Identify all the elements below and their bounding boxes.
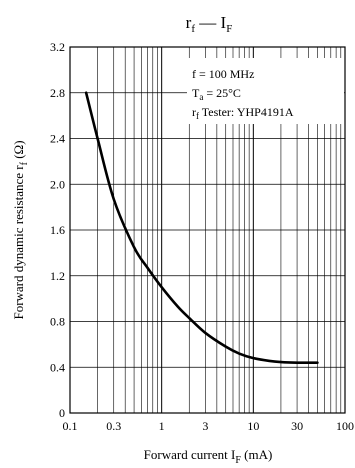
- annotation-line-2: Ta = 25°C: [192, 86, 241, 102]
- x-tick-label: 30: [291, 419, 303, 433]
- annotation-line-3: rf Tester: YHP4191A: [192, 105, 294, 121]
- title-main-subscript: f: [191, 23, 195, 35]
- x-tick-label: 0.3: [106, 419, 121, 433]
- y-tick-label: 1.2: [50, 269, 65, 283]
- x-tick-label: 1: [159, 419, 165, 433]
- y-tick-label: 0.4: [50, 360, 65, 374]
- annotation-line-1: f = 100 MHz: [192, 67, 254, 81]
- x-axis-label-unit: (mA): [241, 447, 272, 462]
- y-axis-label: Forward dynamic resistance rf (Ω): [11, 140, 30, 319]
- y-tick-label: 0.8: [50, 315, 65, 329]
- y-tick-label: 2.8: [50, 86, 65, 100]
- annotation-box: [187, 58, 344, 124]
- x-tick-labels: 0.1 0.3 1 3 10 30 100: [63, 419, 355, 433]
- annotation-line-3-subscript: f: [196, 111, 199, 121]
- annotation-line-2-main: T: [192, 86, 200, 100]
- x-tick-label: 100: [336, 419, 354, 433]
- x-tick-label: 0.1: [63, 419, 78, 433]
- y-tick-label: 2.4: [50, 132, 65, 146]
- chart-title: rf — IF: [186, 13, 233, 35]
- x-tick-label: 10: [247, 419, 259, 433]
- title-main: r: [186, 13, 192, 32]
- y-axis-label-unit: (Ω): [11, 140, 26, 162]
- annotation-line-2-subscript: a: [199, 92, 203, 102]
- y-axis-label-subscript: f: [19, 161, 30, 165]
- x-axis-label-subscript: F: [235, 455, 241, 466]
- annotation-line-2-rest: = 25°C: [203, 86, 241, 100]
- title-dash: — I: [195, 13, 227, 32]
- x-axis-label: Forward current IF (mA): [144, 447, 273, 466]
- annotation-line-3-main: r: [192, 105, 196, 119]
- y-tick-label: 0: [59, 406, 65, 420]
- annotation-line-3-rest: Tester: YHP4191A: [199, 105, 294, 119]
- title-dash-subscript: F: [226, 23, 232, 35]
- y-tick-labels: 0 0.4 0.8 1.2 1.6 2.0 2.4 2.8 3.2: [50, 40, 65, 420]
- y-tick-label: 2.0: [50, 177, 65, 191]
- plot-frame: [69, 46, 346, 414]
- series-line-rf: [84, 91, 319, 365]
- x-tick-label: 3: [202, 419, 208, 433]
- y-tick-label: 3.2: [50, 40, 65, 54]
- x-axis-label-main: Forward current I: [144, 447, 236, 462]
- y-tick-label: 1.6: [50, 223, 65, 237]
- y-axis-label-main: Forward dynamic resistance r: [11, 165, 26, 320]
